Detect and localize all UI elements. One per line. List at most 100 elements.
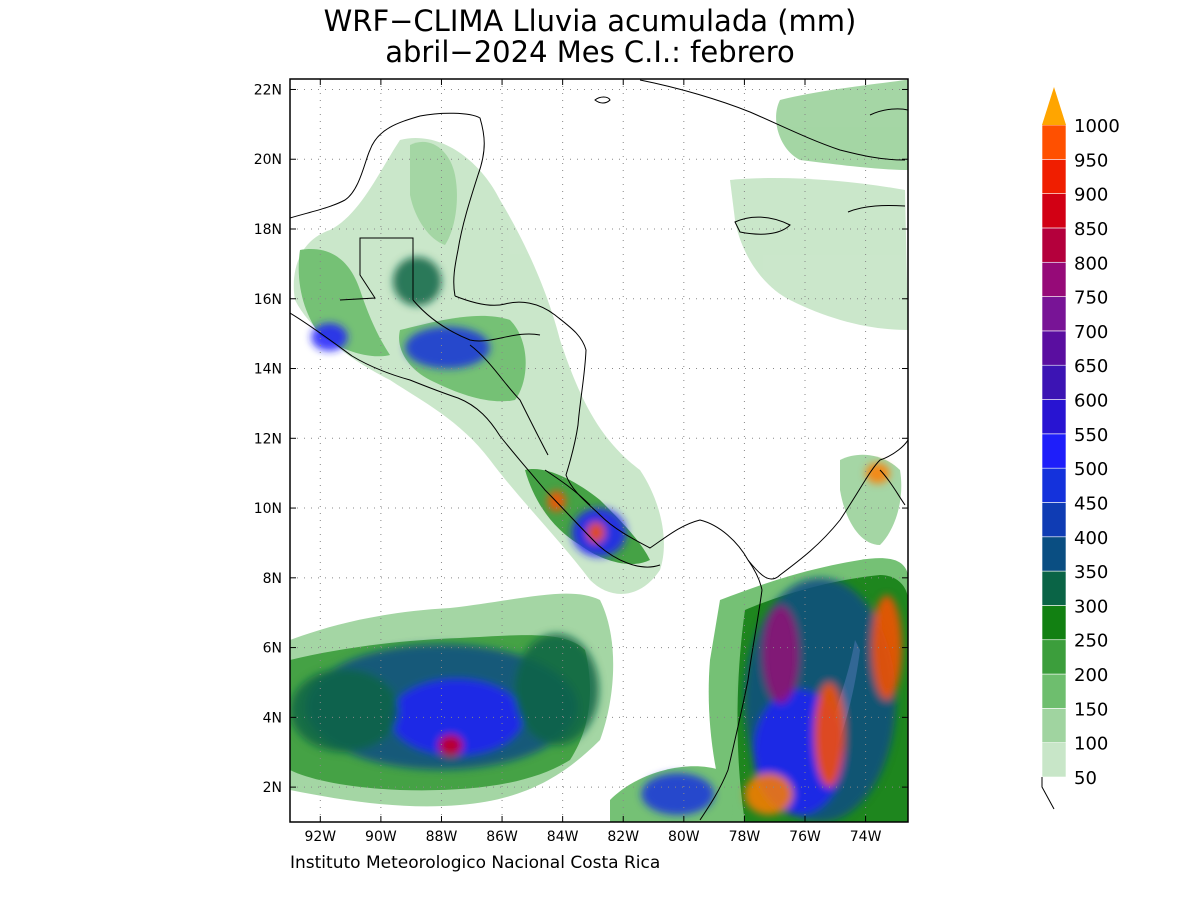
coast-colombia-pacific xyxy=(699,589,763,821)
coast-guatemala-pacific xyxy=(290,312,661,568)
colorbar-segment xyxy=(1041,330,1067,366)
colorbar-segment xyxy=(1041,159,1067,194)
lon-tick-label: 74W xyxy=(850,829,882,845)
longitude-ticks: 92W 90W 88W 86W 84W 82W 80W 78W 76W 74W xyxy=(304,79,882,845)
coast-isla-juventud xyxy=(594,96,611,104)
colorbar-label: 250 xyxy=(1074,631,1108,652)
border-mexico-guatemala xyxy=(339,237,414,301)
colorbar-label: 700 xyxy=(1074,322,1108,343)
lat-tick-label: 8N xyxy=(263,571,282,587)
colorbar-segment xyxy=(1041,296,1067,332)
colorbar-label: 100 xyxy=(1074,734,1108,755)
colorbar-segment xyxy=(1041,433,1067,469)
precip-blob xyxy=(311,323,348,352)
colorbar-label: 550 xyxy=(1074,425,1108,446)
colorbar-segment xyxy=(1041,639,1067,675)
precip-blob xyxy=(514,633,600,746)
colorbar-segment xyxy=(1041,364,1067,400)
colorbar-segment xyxy=(1041,227,1067,263)
precip-blobs xyxy=(290,256,902,822)
colorbar-label: 350 xyxy=(1074,562,1108,583)
colorbar-label: 500 xyxy=(1074,459,1108,480)
coast-caribbean-central xyxy=(454,295,763,591)
colorbar-label: 150 xyxy=(1074,699,1108,720)
colorbar-label: 850 xyxy=(1074,219,1108,240)
map-gridlines xyxy=(290,79,908,822)
colorbar-label: 950 xyxy=(1074,150,1108,171)
coastlines xyxy=(290,79,908,821)
colorbar-segment xyxy=(1041,467,1067,503)
lat-tick-label: 2N xyxy=(263,780,282,796)
colorbar-label: 1000 xyxy=(1074,116,1120,137)
precip-blob xyxy=(290,668,400,753)
precip-blob xyxy=(871,595,902,700)
lon-tick-label: 82W xyxy=(607,829,639,845)
lat-tick-label: 6N xyxy=(263,641,282,657)
map-area xyxy=(290,79,908,822)
colorbar-label: 650 xyxy=(1074,356,1108,377)
rain-field-cuba xyxy=(776,80,908,170)
colorbar-label: 900 xyxy=(1074,185,1108,206)
precip-blob xyxy=(393,256,442,306)
lon-tick-label: 88W xyxy=(426,829,458,845)
lon-tick-label: 92W xyxy=(304,829,336,845)
rain-field-yucatan xyxy=(410,141,457,245)
colorbar-segment xyxy=(1041,124,1067,160)
border-nicaragua xyxy=(469,344,549,456)
rain-field-caribbean xyxy=(730,178,908,330)
precip-blob xyxy=(762,605,799,704)
credit-text: Instituto Meteorologico Nacional Costa R… xyxy=(290,853,661,873)
colorbar-label: 750 xyxy=(1074,288,1108,309)
precip-blob xyxy=(389,678,524,756)
colorbar-top-arrow xyxy=(1042,87,1066,125)
precip-blob xyxy=(865,462,890,484)
coast-hispaniola xyxy=(869,108,908,116)
lat-tick-label: 16N xyxy=(254,292,282,308)
coast-mexico-pacific xyxy=(290,112,485,297)
colorbar-segment xyxy=(1041,742,1067,778)
lat-tick-label: 10N xyxy=(254,501,282,517)
lat-tick-label: 4N xyxy=(263,710,282,726)
precip-blob xyxy=(586,522,606,543)
lon-tick-label: 80W xyxy=(668,829,700,845)
colorbar-segment xyxy=(1041,536,1067,572)
colorbar-label: 200 xyxy=(1074,665,1108,686)
map-title-line1: WRF−CLIMA Lluvia acumulada (mm) xyxy=(323,4,857,38)
colorbar-label: 600 xyxy=(1074,391,1108,412)
coast-jamaica xyxy=(734,216,791,235)
latitude-ticks: 2N 4N 6N 8N 10N 12N 14N 16N 18N 20N 22N xyxy=(254,82,908,796)
lon-tick-label: 78W xyxy=(729,829,761,845)
lat-tick-label: 18N xyxy=(254,222,282,238)
colorbar-segment xyxy=(1041,261,1067,297)
lat-tick-label: 20N xyxy=(254,152,282,168)
colorbar-bottom-arrow xyxy=(1041,777,1055,810)
lat-tick-label: 22N xyxy=(254,82,282,98)
colorbar-label: 50 xyxy=(1074,768,1097,789)
colorbar-segment xyxy=(1041,570,1067,606)
colorbar-segment xyxy=(1041,708,1067,743)
lon-tick-label: 76W xyxy=(789,829,821,845)
precip-blob xyxy=(744,773,793,816)
map-frame xyxy=(289,78,909,823)
colorbar-label: 450 xyxy=(1074,493,1108,514)
coast-colombia xyxy=(747,439,908,580)
colorbar-label: 300 xyxy=(1074,596,1108,617)
colorbar-label: 400 xyxy=(1074,528,1108,549)
border-honduras xyxy=(412,299,541,342)
precip-blob xyxy=(438,734,463,756)
colorbar-segment xyxy=(1041,673,1067,709)
colorbar-segment xyxy=(1041,193,1067,229)
precip-blob xyxy=(641,773,715,816)
colorbar-segment xyxy=(1041,605,1067,641)
colorbar-label: 800 xyxy=(1074,253,1108,274)
coast-hispaniola-south xyxy=(847,205,906,213)
colorbar-segment xyxy=(1041,399,1067,435)
coast-cuba xyxy=(639,79,906,161)
coast-south-america-east xyxy=(879,469,906,506)
colorbar: 50 100 150 200 250 300 350 400 450 500 550 600 650 70… xyxy=(1041,87,1120,810)
lon-tick-label: 84W xyxy=(547,829,579,845)
lon-tick-label: 86W xyxy=(486,829,518,845)
lat-tick-label: 12N xyxy=(254,431,282,447)
lon-tick-label: 90W xyxy=(365,829,397,845)
